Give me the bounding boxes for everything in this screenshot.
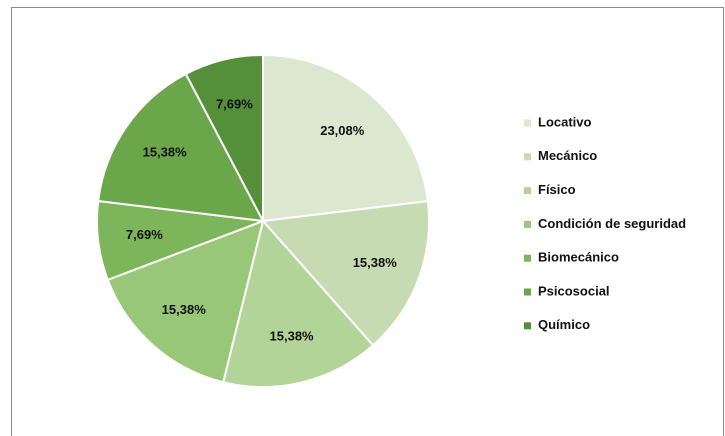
legend-label: Mecánico <box>538 148 597 163</box>
pie-slice <box>262 53 429 223</box>
legend-label: Psicosocial <box>538 283 610 298</box>
legend-label: Condición de seguridad <box>538 216 686 231</box>
slice-label: 7,69% <box>216 96 253 111</box>
slice-label: 23,08% <box>320 123 365 138</box>
pie-slice <box>260 199 430 347</box>
legend-swatch <box>524 254 531 262</box>
pie-slice <box>222 218 375 388</box>
legend-label: Biomecánico <box>538 250 619 265</box>
slice-label: 15,38% <box>353 255 398 270</box>
slice-label: 7,69% <box>126 227 163 242</box>
legend-swatch <box>524 220 531 228</box>
legend-swatch <box>524 119 531 127</box>
slice-label: 15,38% <box>162 302 207 317</box>
pie-slice <box>106 219 265 384</box>
pie-slice <box>184 53 264 222</box>
legend-label: Físico <box>538 182 576 197</box>
legend-swatch <box>524 187 531 195</box>
slice-label: 15,38% <box>143 145 188 160</box>
legend-label: Locativo <box>538 114 592 129</box>
legend-swatch <box>524 153 531 161</box>
legend-swatch <box>524 288 531 296</box>
slice-label: 15,38% <box>270 328 315 343</box>
legend-label: Químico <box>538 317 590 332</box>
pie-slice <box>97 72 265 223</box>
legend-swatch <box>524 322 531 330</box>
